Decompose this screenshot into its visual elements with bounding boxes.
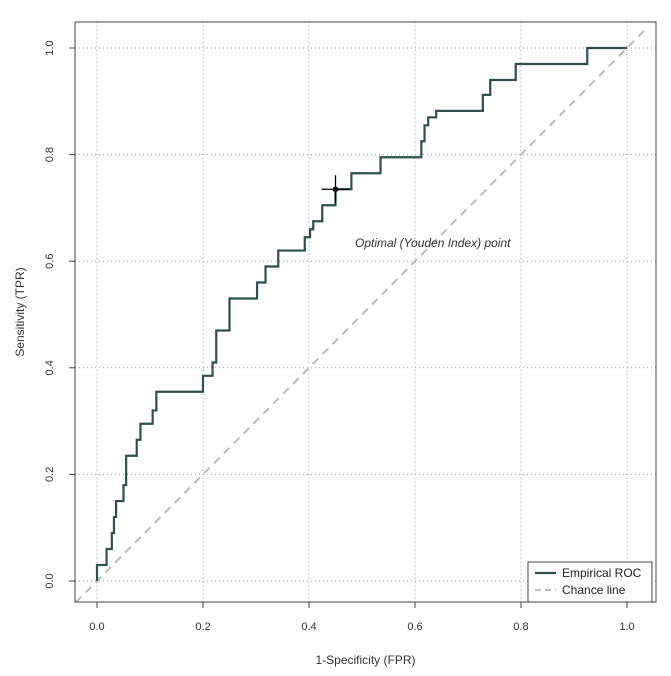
y-tick-label: 0.2	[44, 467, 56, 482]
y-tick-label: 0.4	[44, 360, 56, 375]
optimal-point-layer	[321, 175, 350, 204]
chance-line	[75, 25, 649, 604]
x-tick-label: 0.0	[89, 621, 104, 633]
optimal-point-marker	[332, 186, 339, 193]
x-tick-label: 0.4	[301, 621, 316, 633]
y-axis-title: Sensitivity (TPR)	[13, 267, 27, 356]
legend-label-chance-line: Chance line	[562, 583, 626, 597]
chance-line-layer	[75, 25, 649, 604]
roc-curve-layer	[95, 46, 627, 581]
x-axis-title: 1-Specificity (FPR)	[315, 653, 415, 667]
legend-box	[527, 561, 653, 603]
legend: Empirical ROC Chance line	[527, 561, 653, 603]
x-tick-label: 0.8	[513, 621, 528, 633]
y-tick-label: 0.0	[44, 573, 56, 588]
y-tick-label: 0.8	[44, 147, 56, 162]
x-tick-label: 0.2	[195, 621, 210, 633]
axis-ticks: 0.0 0.2 0.4 0.6 0.8 1.0 0.0 0.2 0.4 0.6 0.8 1.0	[44, 40, 635, 633]
legend-label-empirical-roc: Empirical ROC	[562, 566, 642, 580]
empirical-roc-line	[95, 46, 627, 581]
y-tick-label: 1.0	[44, 40, 56, 55]
x-tick-label: 0.6	[407, 621, 422, 633]
y-tick-label: 0.6	[44, 254, 56, 269]
plot-frame	[74, 21, 657, 603]
x-tick-label: 1.0	[619, 621, 634, 633]
optimal-point-annotation: Optimal (Youden Index) point	[355, 236, 511, 250]
